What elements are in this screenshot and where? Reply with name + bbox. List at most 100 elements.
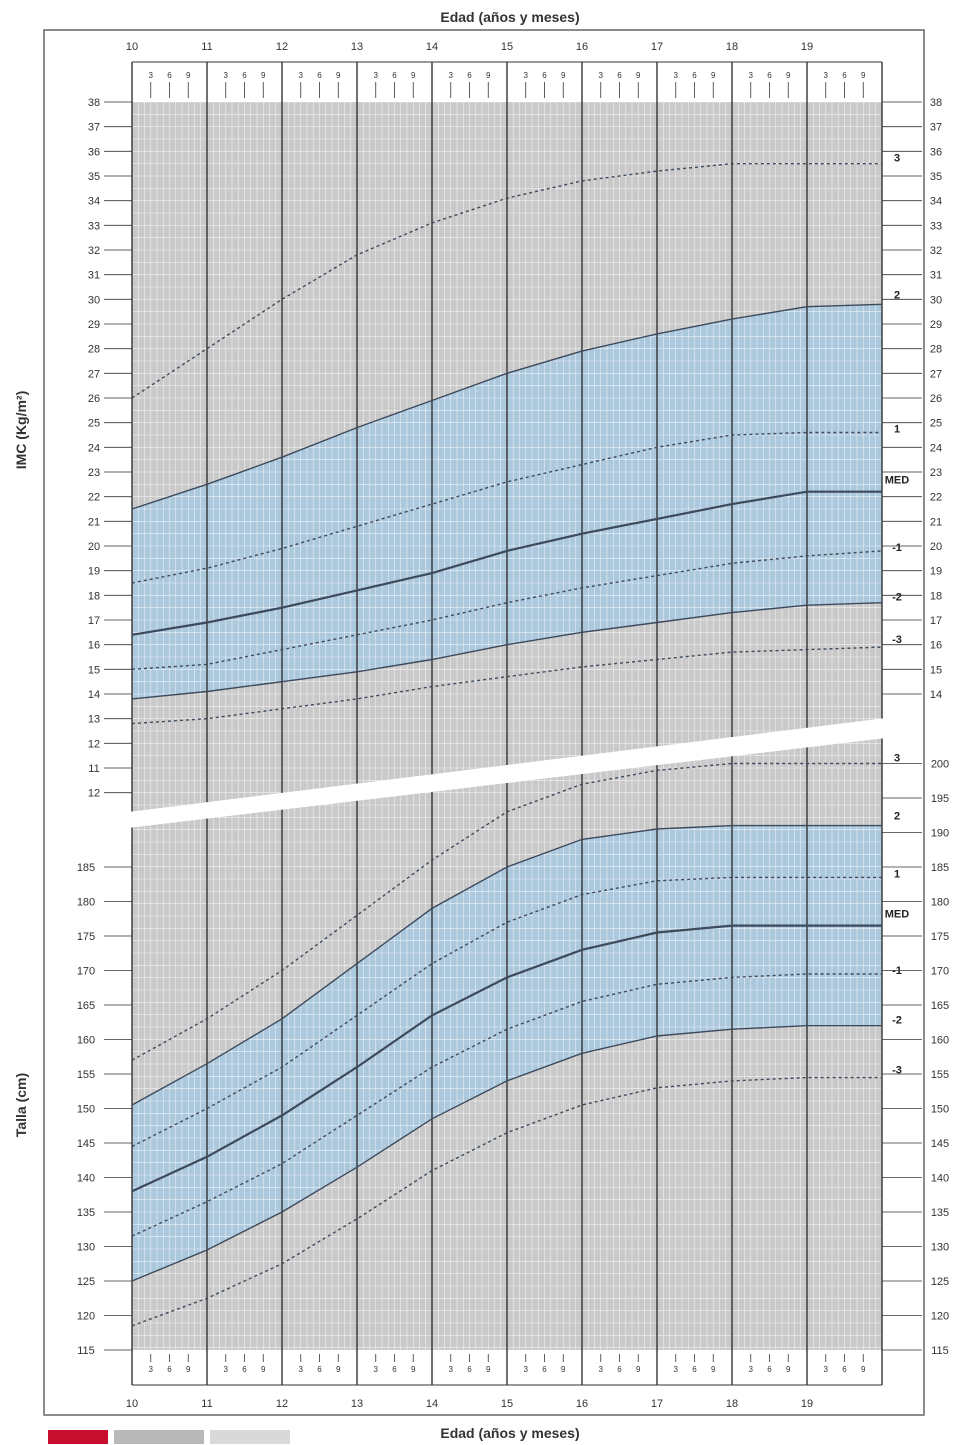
month-tick-top: 6 bbox=[167, 71, 172, 80]
month-tick-bottom: 9 bbox=[786, 1365, 791, 1374]
month-tick-top: 6 bbox=[392, 71, 397, 80]
height-y-tick-right: 180 bbox=[931, 897, 949, 909]
month-tick-bottom: 6 bbox=[392, 1365, 397, 1374]
height-y-tick-right: 130 bbox=[931, 1242, 949, 1254]
bmi-y-tick-right: 16 bbox=[930, 640, 942, 652]
height-y-tick-left: 150 bbox=[77, 1104, 95, 1116]
bmi-y-tick-left: 17 bbox=[88, 615, 100, 627]
bmi-y-tick-right: 37 bbox=[930, 122, 942, 134]
height-y-tick-right: 170 bbox=[931, 966, 949, 978]
bmi-y-tick-left: 26 bbox=[88, 393, 100, 405]
month-tick-top: 9 bbox=[186, 71, 191, 80]
bmi-y-tick-right: 36 bbox=[930, 146, 942, 158]
bmi-sd-label: -3 bbox=[892, 634, 902, 646]
height-y-tick-left: 185 bbox=[77, 862, 95, 874]
bmi-y-tick-left: 32 bbox=[88, 245, 100, 257]
month-tick-bottom: 9 bbox=[861, 1365, 866, 1374]
height-y-tick-right: 140 bbox=[931, 1173, 949, 1185]
height-y-tick-left: 115 bbox=[77, 1345, 95, 1357]
month-tick-bottom: 9 bbox=[486, 1365, 491, 1374]
height-y-tick-left: 125 bbox=[77, 1276, 95, 1288]
month-tick-top: 6 bbox=[242, 71, 247, 80]
bmi-y-tick-left: 23 bbox=[88, 467, 100, 479]
bmi-y-tick-left: 38 bbox=[88, 97, 100, 109]
bmi-y-tick-left: 25 bbox=[88, 418, 100, 430]
month-tick-top: 3 bbox=[824, 71, 829, 80]
bmi-y-tick-left: 31 bbox=[88, 270, 100, 282]
month-tick-bottom: 3 bbox=[374, 1365, 379, 1374]
month-tick-top: 9 bbox=[261, 71, 266, 80]
height-y-tick-left: 160 bbox=[77, 1035, 95, 1047]
height-y-axis-title: Talla (cm) bbox=[13, 1073, 29, 1137]
x-tick-top: 15 bbox=[501, 41, 513, 53]
x-axis-title-top: Edad (años y meses) bbox=[440, 9, 579, 25]
month-tick-top: 3 bbox=[224, 71, 229, 80]
x-tick-top: 10 bbox=[126, 41, 138, 53]
bmi-y-tick-right: 32 bbox=[930, 245, 942, 257]
height-y-tick-left: 120 bbox=[77, 1311, 95, 1323]
x-tick-bottom: 11 bbox=[201, 1398, 212, 1410]
height-y-tick-right: 195 bbox=[931, 793, 949, 805]
month-tick-bottom: 3 bbox=[674, 1365, 679, 1374]
bmi-y-tick-left: 33 bbox=[88, 220, 100, 232]
height-y-tick-right: 185 bbox=[931, 862, 949, 874]
footer-logos bbox=[48, 1430, 348, 1444]
height-y-tick-left: 140 bbox=[77, 1173, 95, 1185]
height-curve-MED bbox=[131, 924, 882, 1193]
x-tick-bottom: 14 bbox=[426, 1398, 438, 1410]
month-tick-top: 3 bbox=[374, 71, 379, 80]
height-y-tick-right: 190 bbox=[931, 828, 949, 840]
month-tick-bottom: 9 bbox=[411, 1365, 416, 1374]
x-tick-top: 19 bbox=[801, 41, 813, 53]
bmi-y-tick-left: 16 bbox=[88, 640, 100, 652]
bmi-y-tick-right: 15 bbox=[930, 664, 942, 676]
bmi-y-tick-left: 12 bbox=[88, 788, 100, 800]
height-y-tick-right: 145 bbox=[931, 1138, 949, 1150]
height-y-tick-left: 135 bbox=[77, 1207, 95, 1219]
month-tick-top: 9 bbox=[636, 71, 641, 80]
x-tick-bottom: 18 bbox=[726, 1398, 738, 1410]
month-tick-bottom: 9 bbox=[336, 1365, 341, 1374]
month-tick-bottom: 6 bbox=[167, 1365, 172, 1374]
month-tick-bottom: 3 bbox=[449, 1365, 454, 1374]
x-tick-bottom: 19 bbox=[801, 1398, 813, 1410]
x-tick-bottom: 15 bbox=[501, 1398, 513, 1410]
bmi-y-tick-right: 28 bbox=[930, 344, 942, 356]
bmi-y-tick-right: 20 bbox=[930, 541, 942, 553]
height-y-tick-right: 115 bbox=[931, 1345, 949, 1357]
bmi-y-tick-left: 14 bbox=[88, 689, 100, 701]
height-y-tick-right: 135 bbox=[931, 1207, 949, 1219]
month-tick-bottom: 6 bbox=[242, 1365, 247, 1374]
month-tick-bottom: 3 bbox=[149, 1365, 154, 1374]
bmi-y-tick-right: 17 bbox=[930, 615, 942, 627]
bmi-sd-label: -2 bbox=[892, 592, 902, 604]
height-y-tick-right: 125 bbox=[931, 1276, 949, 1288]
sd-curves bbox=[131, 163, 883, 1327]
height-y-tick-right: 175 bbox=[931, 931, 949, 943]
month-tick-bottom: 6 bbox=[467, 1365, 472, 1374]
month-tick-bottom: 9 bbox=[636, 1365, 641, 1374]
month-tick-bottom: 6 bbox=[542, 1365, 547, 1374]
bmi-y-tick-right: 14 bbox=[930, 689, 942, 701]
bmi-y-tick-left: 35 bbox=[88, 171, 100, 183]
bmi-y-tick-left: 28 bbox=[88, 344, 100, 356]
month-tick-top: 9 bbox=[411, 71, 416, 80]
bmi-y-tick-right: 19 bbox=[930, 566, 942, 578]
height-curve-2 bbox=[131, 824, 882, 1106]
bmi-sd-label: 1 bbox=[894, 424, 900, 436]
bmi-curve-2 bbox=[131, 303, 883, 510]
bmi-curve-1 bbox=[131, 431, 882, 584]
bmi-y-tick-left: 12 bbox=[88, 738, 100, 750]
bmi-y-tick-right: 38 bbox=[930, 97, 942, 109]
bmi-sd-label: 2 bbox=[894, 289, 900, 301]
month-tick-top: 3 bbox=[749, 71, 754, 80]
height-y-tick-left: 145 bbox=[77, 1138, 95, 1150]
month-tick-top: 6 bbox=[542, 71, 547, 80]
month-tick-top: 6 bbox=[617, 71, 622, 80]
bmi-y-tick-right: 22 bbox=[930, 492, 942, 504]
bmi-curve-MED bbox=[131, 490, 882, 636]
month-tick-top: 9 bbox=[711, 71, 716, 80]
bmi-y-tick-left: 19 bbox=[88, 566, 100, 578]
height-y-tick-left: 170 bbox=[77, 966, 95, 978]
bmi-y-tick-right: 23 bbox=[930, 467, 942, 479]
